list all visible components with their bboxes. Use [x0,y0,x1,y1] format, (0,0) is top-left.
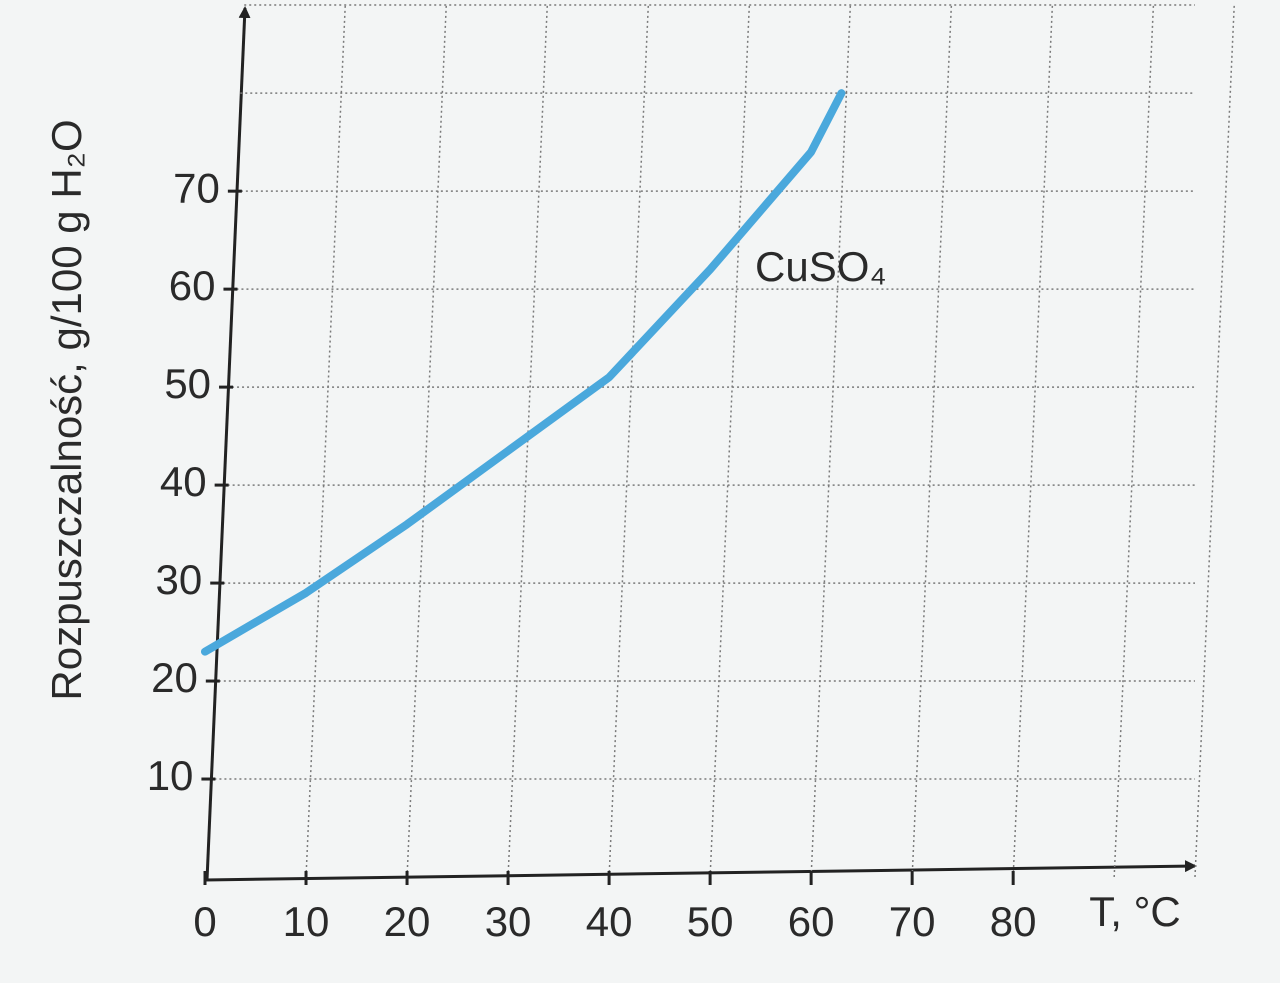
y-tick-label: 30 [156,556,203,603]
grid-line [1113,4,1155,878]
x-axis-label: T, °C [1089,888,1180,935]
x-tick-label: 40 [586,898,633,945]
x-tick-label: 0 [193,898,216,945]
x-tick-label: 80 [990,898,1037,945]
x-tick-label: 20 [384,898,431,945]
x-tick-label: 10 [283,898,330,945]
grid-line [709,4,751,878]
x-tick-label: 70 [889,898,936,945]
y-tick-label: 70 [173,164,220,211]
y-tick-label: 60 [169,262,216,309]
grid-line [608,4,650,878]
y-axis [205,6,251,881]
grid-line [911,4,953,878]
grid-line [1012,4,1054,878]
grid-line [406,4,448,878]
x-tick-label: 30 [485,898,532,945]
x-tick-label: 60 [788,898,835,945]
y-tick-label: 50 [164,360,211,407]
grid-line [1194,4,1235,878]
x-tick-label: 50 [687,898,734,945]
series-label: CuSO₄ [755,243,887,290]
y-axis-label: Rozpuszczalność, g/100 g H₂O [43,119,90,700]
x-axis [204,860,1197,882]
y-tick-label: 40 [160,458,207,505]
grid-line [305,4,347,878]
data-line [201,89,846,656]
y-tick-label: 10 [147,752,194,799]
y-tick-label: 20 [151,654,198,701]
grid-line [810,4,852,878]
